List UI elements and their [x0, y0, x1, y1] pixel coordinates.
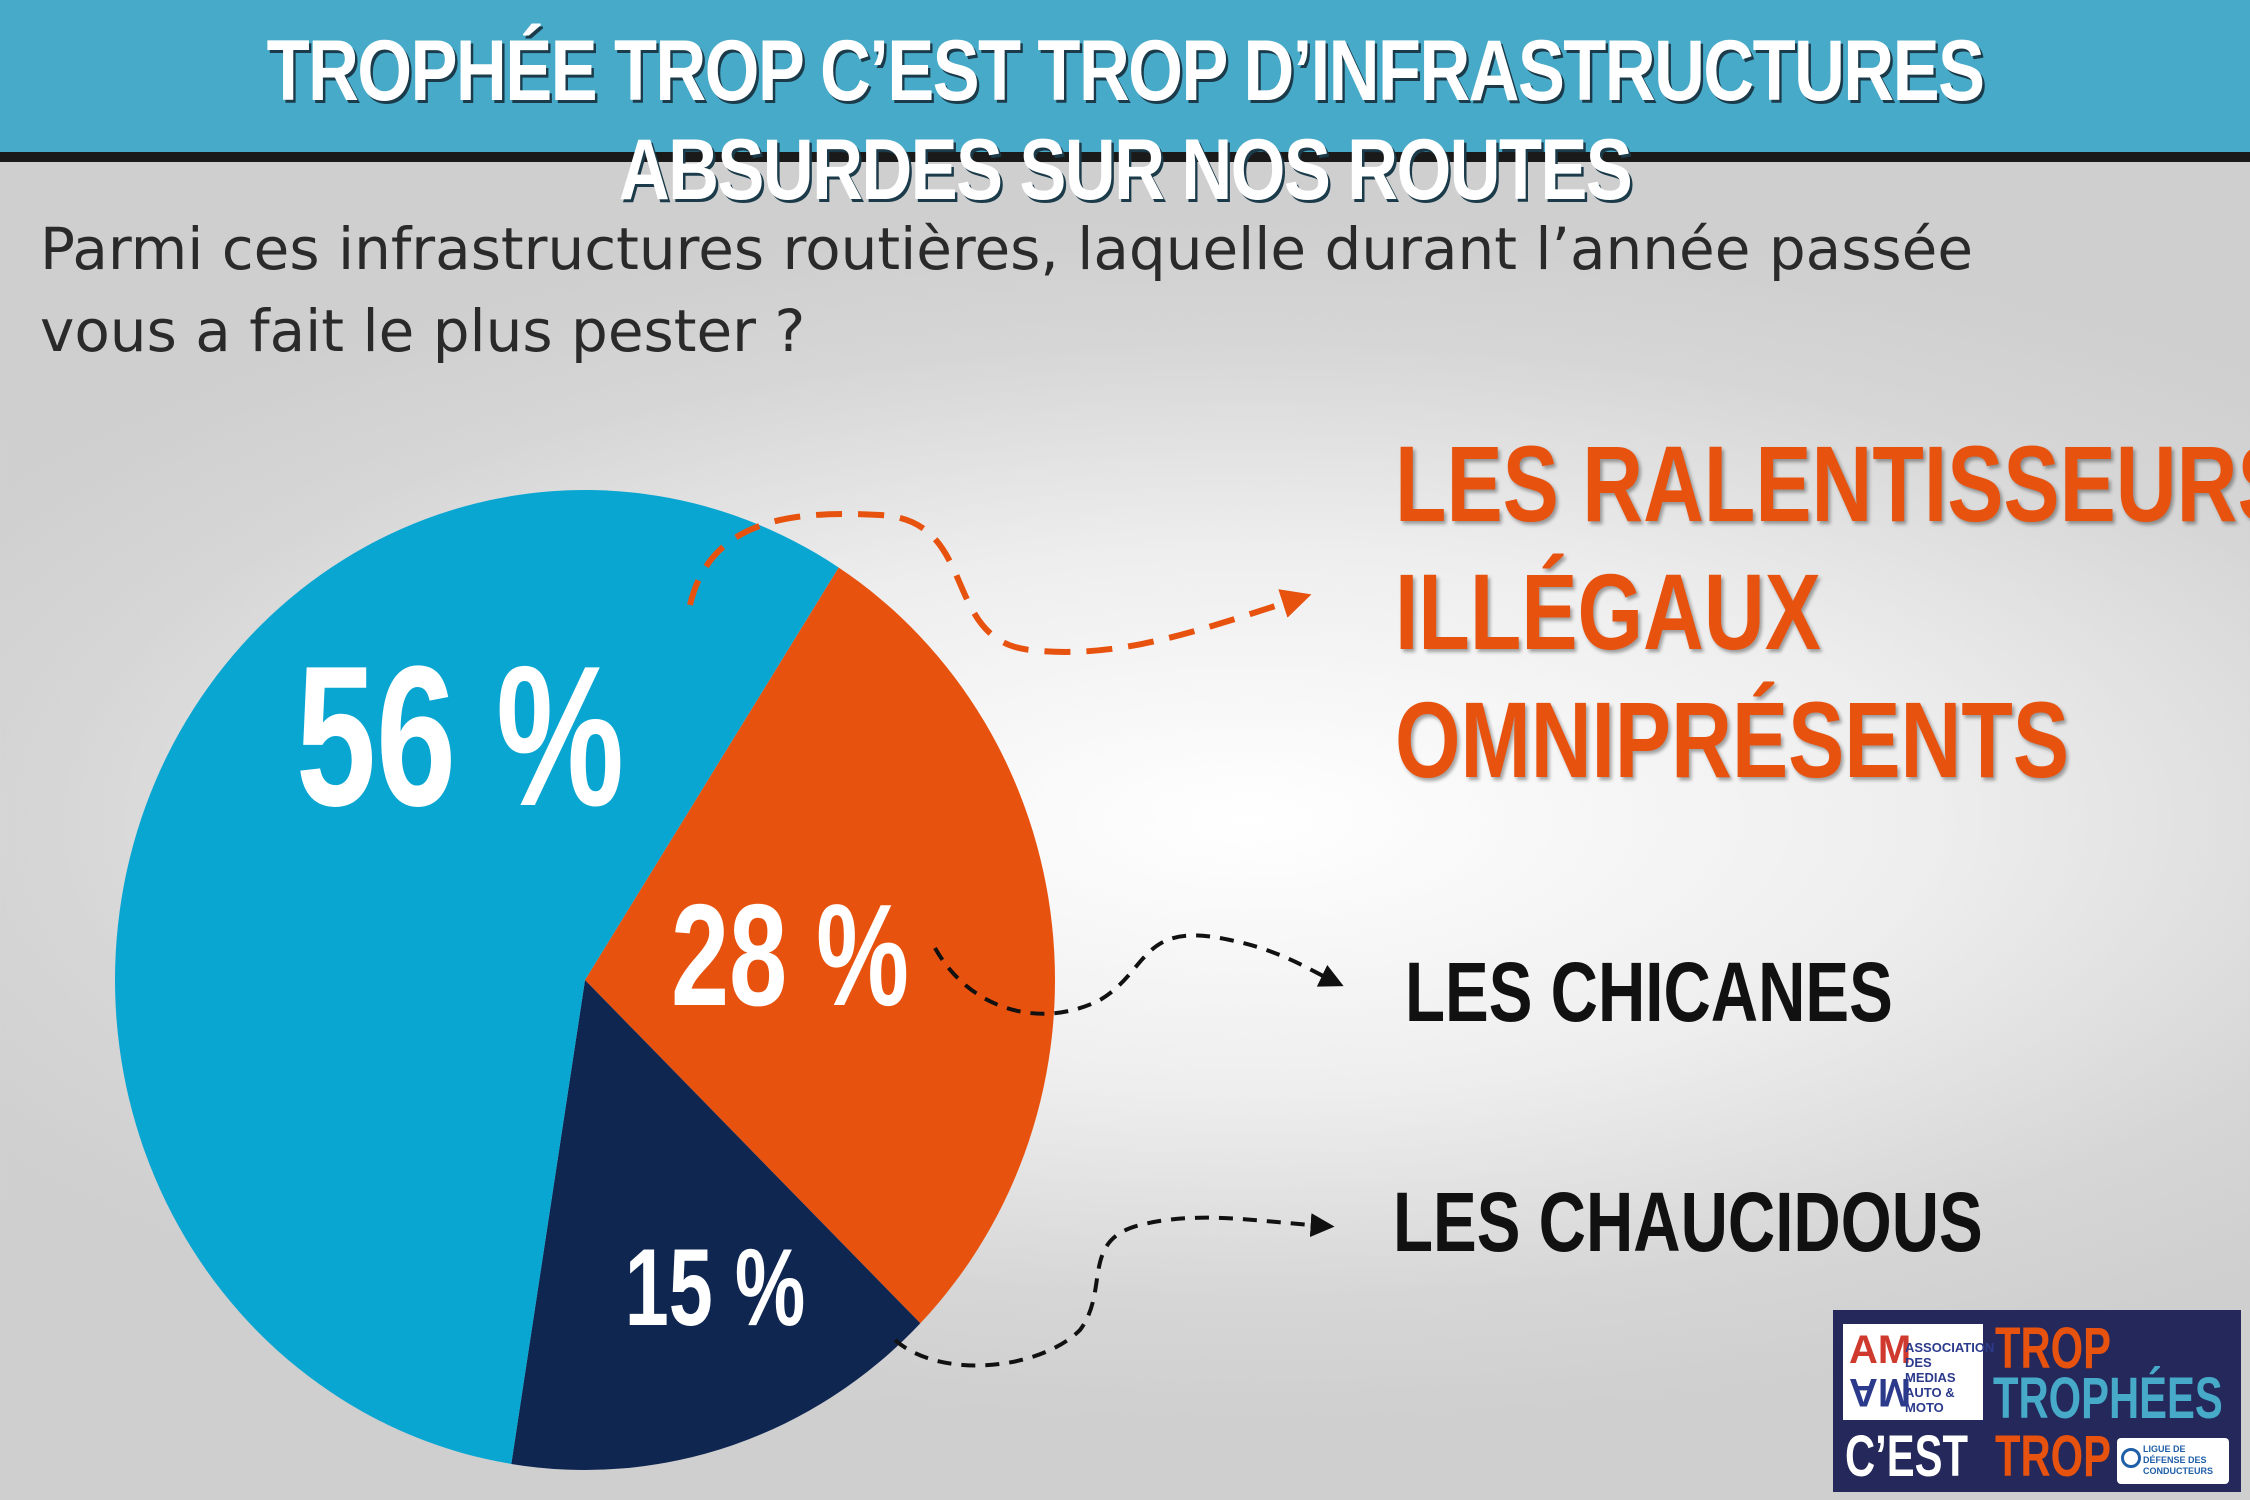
question-line-2: vous a fait le plus pester ?: [40, 297, 806, 365]
slice-label-ralentisseurs: 56 %: [296, 624, 624, 848]
logo-am-mirrored: AM: [1849, 1370, 1912, 1414]
pie-slice-chaucidous: [511, 980, 921, 1470]
category-label-main: LES RALENTISSEURS ILLÉGAUX OMNIPRÉSENTS: [1395, 420, 2250, 804]
slice-label-chicanes: 28 %: [671, 874, 909, 1036]
logo-association-text: ASSOCIATION DES MEDIAS AUTO & MOTO: [1905, 1340, 1995, 1415]
logo-badge-text: LIGUE DE DÉFENSE DES CONDUCTEURS: [2143, 1444, 2214, 1476]
category-label-chaucidous: LES CHAUCIDOUS: [1393, 1175, 1983, 1269]
category-label-main-line-2: ILLÉGAUX: [1395, 551, 1821, 672]
logo-trophees: TROPHÉES: [1993, 1366, 2223, 1431]
category-label-main-line-1: LES RALENTISSEURS: [1395, 423, 2250, 544]
category-label-main-line-3: OMNIPRÉSENTS: [1395, 679, 2070, 800]
page-title: TROPHÉE TROP C’EST TROP D’INFRASTRUCTURE…: [266, 23, 1985, 218]
category-label-chicanes: LES CHICANES: [1405, 945, 1893, 1039]
logo-am-text: AM: [1849, 1328, 1912, 1372]
pie-slice-chicanes: [585, 567, 1055, 1324]
logo-trop-cest-trop: AM AM ASSOCIATION DES MEDIAS AUTO & MOTO…: [1833, 1310, 2241, 1492]
survey-question: Parmi ces infrastructures routières, laq…: [40, 208, 2140, 372]
logo-badge: LIGUE DE DÉFENSE DES CONDUCTEURS: [2117, 1438, 2229, 1484]
connector-arrow-3: [893, 1213, 1335, 1368]
slice-label-chaucidous: 15 %: [625, 1226, 805, 1349]
question-line-1: Parmi ces infrastructures routières, laq…: [40, 215, 1974, 283]
pie-slice-ralentisseurs: [115, 489, 839, 1464]
logo-trop-1: TROP: [1995, 1316, 2112, 1381]
logo-ama: AM AM ASSOCIATION DES MEDIAS AUTO & MOTO: [1843, 1324, 1995, 1420]
header-banner: TROPHÉE TROP C’EST TROP D’INFRASTRUCTURE…: [0, 0, 2250, 218]
logo-cest: C’EST: [1845, 1424, 1968, 1489]
logo-trop-2: TROP: [1995, 1424, 2112, 1489]
badge-icon: [2121, 1448, 2141, 1468]
connector-arrow-1: [687, 510, 1312, 655]
connector-arrow-2: [933, 933, 1344, 1016]
